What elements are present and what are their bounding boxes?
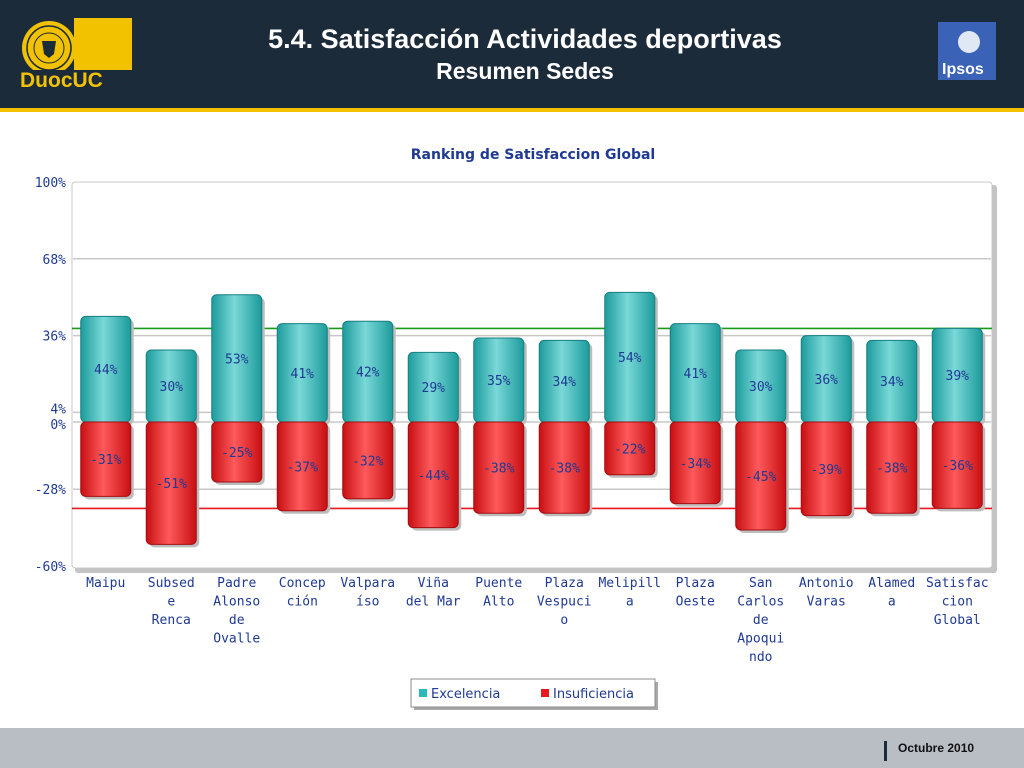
x-axis-labels: Maipu Subsed e Renca Padre Alonso de Ovalle Conc…: [86, 576, 988, 665]
bar-insuficiencia: [800, 421, 852, 517]
data-label-insuficiencia: -31%: [90, 453, 121, 468]
data-label-insuficiencia: -25%: [221, 446, 252, 461]
x-tick-label: Concep ción: [279, 576, 326, 610]
x-tick-label: Maipu: [86, 576, 125, 591]
bar-insuficiencia: [669, 421, 721, 505]
svg-text:DuocUC: DuocUC: [20, 69, 103, 92]
x-tick-label: Plaza Vespuci o: [537, 576, 592, 628]
data-label-excelencia: 30%: [160, 380, 184, 395]
footer-bar: [0, 728, 1024, 768]
legend-label-insuficiencia: Insuficiencia: [553, 687, 634, 702]
x-tick-label: Melipill a: [598, 576, 661, 610]
data-label-excelencia: 41%: [291, 367, 315, 382]
data-label-insuficiencia: -34%: [680, 457, 711, 472]
chart-title: Ranking de Satisfaccion Global: [411, 147, 655, 163]
data-label-excelencia: 53%: [225, 352, 249, 367]
bar-insuficiencia: [407, 421, 459, 529]
y-tick-label: 0%: [50, 418, 66, 433]
data-label-excelencia: 44%: [94, 363, 118, 378]
bar-insuficiencia: [276, 421, 328, 512]
bars: [80, 291, 986, 548]
data-label-excelencia: 39%: [946, 369, 970, 384]
ipsos-logo: Ipsos: [938, 22, 996, 80]
duocuc-logo: DuocUC: [16, 18, 134, 92]
x-tick-label: Plaza Oeste: [676, 576, 715, 610]
bar-insuficiencia: [473, 421, 525, 514]
data-label-insuficiencia: -38%: [876, 462, 907, 477]
value-labels: 44% -31% 30% -51% 53% -25% 41% -37% 42% -32% 29% -4…: [90, 351, 973, 492]
data-label-insuficiencia: -44%: [418, 469, 449, 484]
bar-insuficiencia: [866, 421, 918, 514]
data-label-insuficiencia: -45%: [745, 470, 776, 485]
y-axis-labels: 100% 68% 36% 4%0% -28% -60%: [35, 176, 66, 575]
legend-label-excelencia: Excelencia: [431, 687, 500, 702]
bar-insuficiencia: [604, 421, 656, 476]
x-tick-label: Alamed a: [868, 576, 915, 610]
page-subtitle: Resumen Sedes: [436, 58, 614, 84]
data-label-excelencia: 36%: [815, 373, 839, 388]
x-tick-label: Puente Alto: [475, 576, 522, 610]
data-label-excelencia: 41%: [684, 367, 708, 382]
x-tick-label: San Carlos de Apoqui ndo: [737, 576, 784, 665]
x-tick-label: Satisfac cion Global: [926, 576, 989, 628]
data-label-excelencia: 29%: [422, 381, 446, 396]
data-label-excelencia: 34%: [553, 375, 577, 390]
bar-insuficiencia: [538, 421, 590, 514]
bar-insuficiencia: [735, 421, 787, 531]
footer-date: Octubre 2010: [898, 741, 975, 755]
ranking-chart: Ranking de Satisfaccion Global 100% 68% 36…: [35, 147, 997, 710]
x-tick-label: Viña del Mar: [406, 576, 461, 610]
x-tick-label: Padre Alonso de Ovalle: [213, 576, 260, 647]
x-tick-label: Subsed e Renca: [148, 576, 195, 628]
data-label-excelencia: 35%: [487, 374, 511, 389]
legend: Excelencia Insuficiencia: [410, 678, 658, 710]
data-label-insuficiencia: -39%: [811, 463, 842, 478]
y-tick-label: 36%: [43, 330, 67, 345]
header-bar: [0, 0, 1024, 108]
data-label-excelencia: 30%: [749, 380, 773, 395]
y-tick-label: -60%: [35, 560, 66, 575]
bar-insuficiencia: [931, 421, 983, 509]
header-accent-rule: [0, 108, 1024, 112]
legend-box: [410, 678, 656, 708]
page-title: 5.4. Satisfacción Actividades deportivas: [268, 24, 782, 54]
bar-insuficiencia: [211, 421, 263, 483]
footer-divider: [884, 741, 887, 761]
data-label-insuficiencia: -37%: [287, 460, 318, 475]
bar-insuficiencia: [145, 421, 197, 545]
data-label-insuficiencia: -51%: [156, 477, 187, 492]
y-tick-label: -28%: [35, 483, 66, 498]
data-label-excelencia: 54%: [618, 351, 642, 366]
bar-insuficiencia: [342, 421, 394, 500]
bar-insuficiencia: [80, 421, 132, 497]
data-label-insuficiencia: -36%: [942, 459, 973, 474]
legend-swatch-excelencia: [419, 689, 427, 697]
data-label-insuficiencia: -32%: [352, 454, 383, 469]
y-tick-label: 68%: [43, 253, 67, 268]
data-label-excelencia: 42%: [356, 366, 380, 381]
data-label-insuficiencia: -38%: [549, 462, 580, 477]
data-label-insuficiencia: -22%: [614, 442, 645, 457]
data-label-excelencia: 34%: [880, 375, 904, 390]
legend-swatch-insuficiencia: [541, 689, 549, 697]
y-tick-label: 100%: [35, 176, 66, 191]
y-tick-label: 4%: [50, 402, 66, 417]
x-tick-label: Antonio Varas: [799, 576, 854, 610]
x-tick-label: Valpara íso: [340, 576, 395, 610]
data-label-insuficiencia: -38%: [483, 462, 514, 477]
svg-text:Ipsos: Ipsos: [942, 61, 984, 78]
